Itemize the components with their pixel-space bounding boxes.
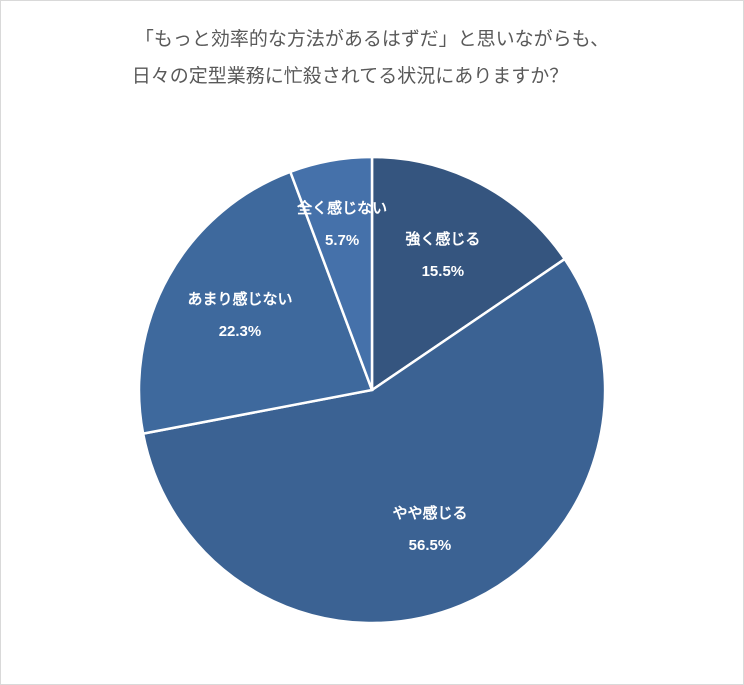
slice-label: やや感じる bbox=[392, 504, 467, 522]
chart-title: 「もっと効率的な方法があるはずだ」と思いながらも、 bbox=[135, 28, 609, 50]
slice-value: 22.3% bbox=[219, 323, 262, 340]
pie-slice bbox=[288, 155, 374, 391]
pie-slice bbox=[141, 257, 607, 625]
slice-value: 15.5% bbox=[422, 263, 465, 280]
pie-slice bbox=[370, 155, 567, 393]
chart-title: 日々の定型業務に忙殺されてる状況にありますか？ bbox=[132, 65, 568, 87]
slice-label: 全く感じない bbox=[296, 199, 387, 217]
slice-value: 5.7% bbox=[325, 232, 359, 249]
slice-label: あまり感じない bbox=[187, 290, 292, 308]
slice-value: 56.5% bbox=[409, 537, 452, 554]
slice-label: 強く感じる bbox=[405, 230, 480, 248]
